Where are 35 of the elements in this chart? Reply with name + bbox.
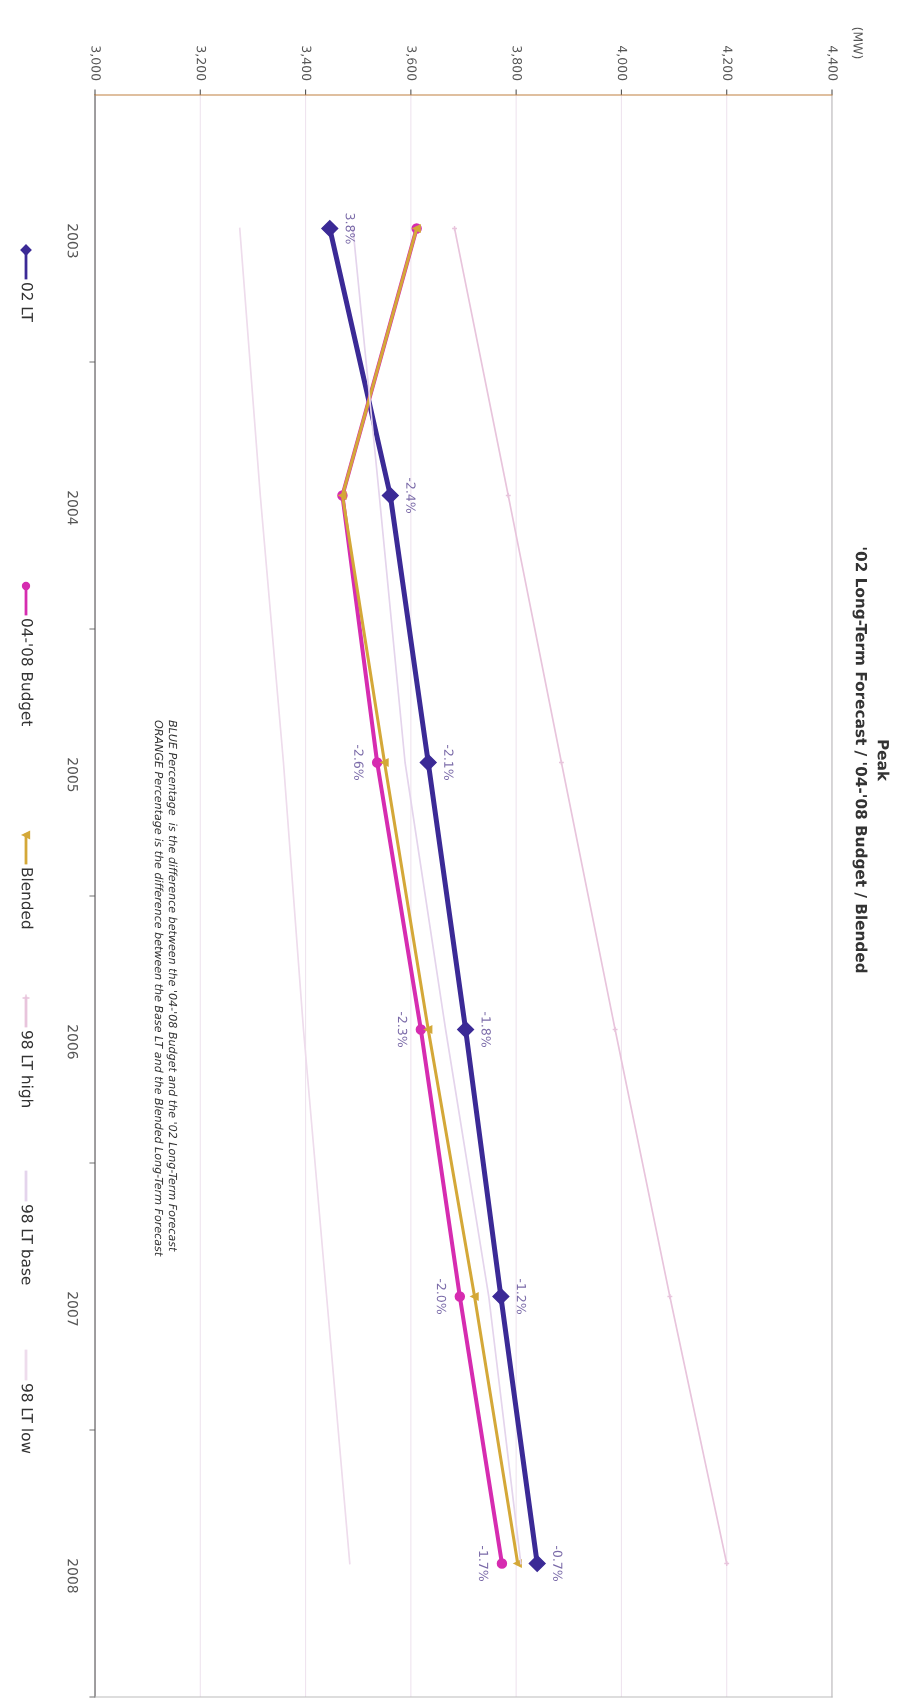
x-tick-label: 3,800	[511, 46, 522, 81]
text: '02 Long-Term Forecast / '04-'08 Budget / Blended	[852, 547, 868, 973]
annotation: -2.1%	[444, 744, 454, 780]
x-tick-label: 4,200	[721, 45, 733, 81]
annotation: BLUE Percentage is the difference between the '04-'08 Budget and the '02 Long-Term Forecast	[166, 720, 178, 1252]
y-tick-label: 2003	[67, 224, 79, 258]
annotation: -1.8%	[481, 1011, 491, 1047]
annotation: -2.6%	[354, 744, 364, 780]
x-tick-label: 3,200	[195, 46, 207, 81]
text: Peak	[877, 740, 890, 782]
legend-label: Blended	[21, 868, 34, 929]
x-tick-label: 3,400	[300, 46, 312, 81]
annotation: -2.3%	[397, 1011, 408, 1047]
y-tick-label: 2005	[67, 758, 79, 792]
y-tick-label: 2008	[67, 1559, 79, 1593]
annotation: -2.0%	[436, 1278, 447, 1314]
y-tick-label: 2007	[67, 1292, 79, 1326]
annotation: ORANGE Percentage is the difference between the Base LT and the Blended Long-Term Forecast	[152, 720, 164, 1257]
x-tick-label: 3,600	[405, 46, 417, 81]
annotation: -2.4%	[406, 477, 416, 513]
annotation: 3.8%	[345, 213, 356, 244]
x-tick-label: 4,000	[616, 45, 628, 81]
annotation: -0.7%	[553, 1545, 563, 1581]
annotation: -1.7%	[478, 1545, 489, 1581]
legend-label: 98 LT low	[21, 1383, 34, 1454]
x-tick-label: 4,400	[827, 45, 838, 81]
legend-label: 04-'08 Budget	[18, 619, 34, 727]
annotation: -1.2%	[516, 1278, 527, 1314]
y-tick-label: 2004	[67, 491, 79, 525]
legend-label: 98 LT base	[21, 1204, 34, 1285]
text: (MW)	[851, 27, 864, 59]
legend-label: 98 LT high	[18, 1030, 34, 1107]
x-tick-label: 3,000	[90, 46, 101, 81]
legend-label: 02 LT	[21, 283, 34, 323]
y-tick-label: 2006	[67, 1025, 79, 1059]
